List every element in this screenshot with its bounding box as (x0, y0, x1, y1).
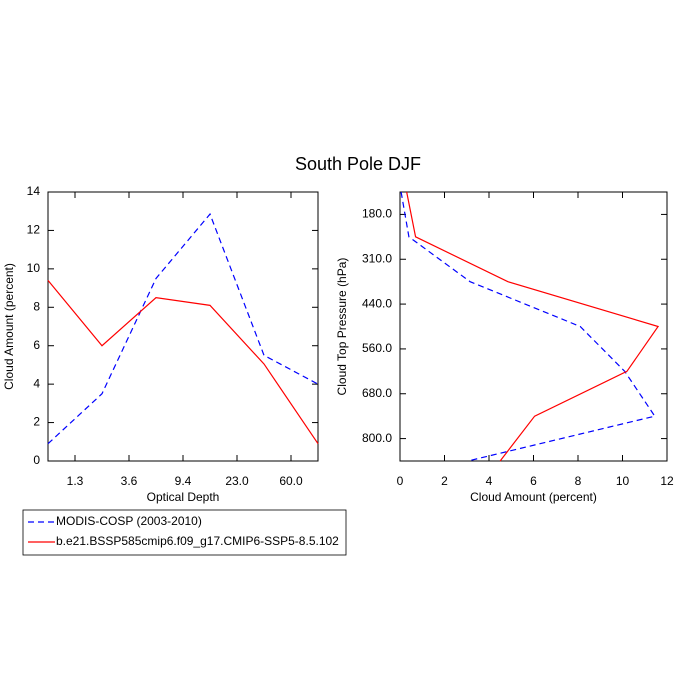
y-tick-label: 440.0 (362, 296, 392, 310)
series-line (406, 191, 660, 462)
y-tick-label: 180.0 (362, 207, 392, 221)
x-tick-label: 4 (486, 474, 493, 488)
series-line (47, 212, 319, 445)
x-axis-title: Optical Depth (147, 490, 220, 504)
x-tick-label: 9.4 (175, 474, 192, 488)
series-line (47, 280, 319, 445)
y-tick-label: 10 (27, 261, 41, 275)
y-tick-label: 2 (33, 415, 40, 429)
figure-title: South Pole DJF (295, 154, 421, 174)
y-tick-label: 800.0 (362, 431, 392, 445)
y-tick-label: 310.0 (362, 251, 392, 265)
x-tick-label: 10 (616, 474, 630, 488)
x-tick-label: 23.0 (225, 474, 249, 488)
y-tick-label: 4 (33, 376, 40, 390)
y-tick-label: 6 (33, 338, 40, 352)
x-tick-label: 1.3 (67, 474, 84, 488)
legend-label: b.e21.BSSP585cmip6.f09_g17.CMIP6-SSP5-8.… (56, 534, 339, 548)
series-line (400, 191, 656, 462)
y-axis-title: Cloud Amount (percent) (2, 263, 16, 390)
y-axis-title: Cloud Top Pressure (hPa) (335, 258, 349, 396)
legend-frame (22, 509, 347, 556)
y-tick-label: 14 (27, 184, 41, 198)
x-tick-label: 12 (660, 474, 674, 488)
y-tick-label: 12 (27, 223, 41, 237)
y-tick-label: 560.0 (362, 341, 392, 355)
plot-frame (399, 191, 668, 462)
x-tick-label: 2 (441, 474, 448, 488)
plot-frame (47, 191, 319, 462)
y-tick-label: 0 (33, 453, 40, 467)
legend-label: MODIS-COSP (2003-2010) (56, 514, 202, 528)
y-tick-label: 8 (33, 299, 40, 313)
x-axis-title: Cloud Amount (percent) (470, 490, 597, 504)
x-tick-label: 60.0 (279, 474, 303, 488)
x-tick-label: 8 (575, 474, 582, 488)
x-tick-label: 3.6 (121, 474, 138, 488)
x-tick-label: 0 (397, 474, 404, 488)
y-tick-label: 680.0 (362, 386, 392, 400)
x-tick-label: 6 (530, 474, 537, 488)
